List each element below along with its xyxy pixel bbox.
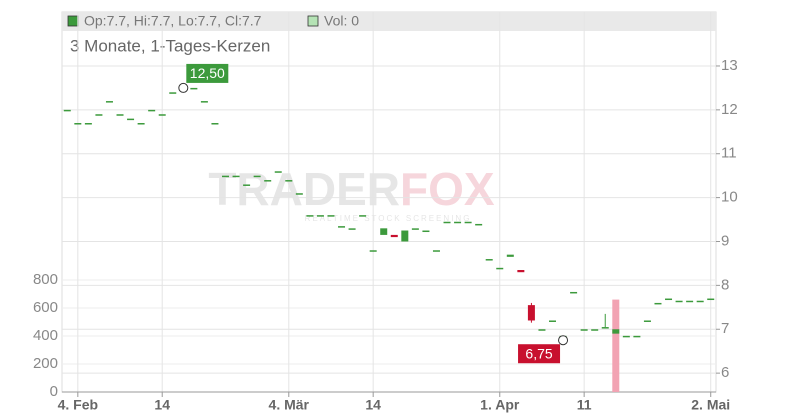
legend-volume: Vol: 0 xyxy=(324,13,359,29)
candle-body xyxy=(454,221,462,224)
candle-body xyxy=(432,250,440,252)
y-tick-label: 9 xyxy=(721,232,729,249)
candle-body xyxy=(211,123,219,125)
candle-body xyxy=(580,329,588,331)
candle-body xyxy=(538,329,546,331)
candle-body xyxy=(348,228,356,230)
legend-bar xyxy=(62,12,716,31)
candle-body xyxy=(411,228,419,230)
x-tick-label: 11 xyxy=(577,397,592,413)
candle-body xyxy=(158,114,166,116)
annotation-box xyxy=(186,63,229,83)
annotation-label: 6,75 xyxy=(525,345,552,361)
candle-body xyxy=(464,221,472,224)
candle-body xyxy=(380,228,388,235)
candle-body xyxy=(707,298,715,301)
candle-body xyxy=(696,300,704,303)
candle-body xyxy=(422,230,430,233)
candle-body xyxy=(675,300,683,303)
candle-body xyxy=(137,123,145,125)
candle-body xyxy=(654,302,662,305)
y2-tick-label: 600 xyxy=(33,299,58,316)
candle-body xyxy=(622,335,630,338)
candle-body xyxy=(105,101,113,103)
candle-body xyxy=(190,87,198,90)
y-tick-label: 6 xyxy=(721,364,729,381)
candle-body xyxy=(390,234,398,238)
candle-body xyxy=(316,215,324,217)
y-tick-label: 7 xyxy=(721,320,729,337)
candle-body xyxy=(591,329,599,331)
y-tick-label: 13 xyxy=(721,57,738,74)
plot-area xyxy=(61,11,717,393)
candle-body xyxy=(285,180,293,182)
candle-body xyxy=(665,298,673,301)
marker xyxy=(558,335,569,346)
candle-body xyxy=(443,221,451,224)
candle-body xyxy=(306,215,314,217)
marker xyxy=(178,82,189,93)
candle-body xyxy=(369,250,377,252)
candle-body xyxy=(517,270,525,273)
legend-ohlc: Op:7.7, Hi:7.7, Lo:7.7, Cl:7.7 xyxy=(84,13,262,29)
legend-icon xyxy=(307,15,319,27)
candle-body xyxy=(327,215,335,217)
candle-body xyxy=(527,305,535,321)
candle-body xyxy=(475,223,483,226)
x-tick-label: 4. Mär xyxy=(269,397,310,413)
candle-body xyxy=(116,114,124,116)
candle-body xyxy=(338,226,346,228)
candle-body xyxy=(401,230,409,242)
x-tick-label: 1. Apr xyxy=(480,397,520,413)
y-tick-label: 10 xyxy=(721,189,738,206)
candle-body xyxy=(222,175,229,178)
candle-body xyxy=(496,267,504,270)
y2-tick-label: 400 xyxy=(33,327,58,344)
candle-body xyxy=(295,193,303,195)
candle-body xyxy=(95,114,103,116)
candle-body xyxy=(148,109,156,112)
candle-body xyxy=(169,92,177,94)
candle-body xyxy=(243,184,251,186)
candle-body xyxy=(549,320,556,322)
candle-body xyxy=(570,291,578,294)
x-tick-label: 4. Feb xyxy=(58,397,98,413)
candle-body xyxy=(127,118,135,121)
volume-bar xyxy=(612,299,620,392)
candle-body xyxy=(643,320,651,322)
candle-body xyxy=(612,329,620,334)
y2-tick-label: 200 xyxy=(33,355,58,372)
candle-body xyxy=(274,171,282,173)
candle-body xyxy=(200,101,208,103)
candle-body xyxy=(74,123,82,125)
candle-body xyxy=(485,259,493,261)
y-tick-label: 11 xyxy=(721,145,737,162)
y-tick-label: 8 xyxy=(721,276,729,293)
candle-body xyxy=(63,109,71,112)
x-tick-label: 14 xyxy=(365,397,381,413)
candle-body xyxy=(506,254,514,257)
y-tick-label: 12 xyxy=(721,101,738,118)
x-tick-label: 2. Mai xyxy=(691,397,730,413)
subtitle: 3 Monate, 1-Tages-Kerzen xyxy=(70,36,270,55)
annotation-label: 12,50 xyxy=(190,65,225,81)
y2-tick-label: 0 xyxy=(50,383,58,400)
watermark: TRADER xyxy=(208,163,400,215)
watermark-tagline: REALTIME STOCK SCREENING xyxy=(305,214,472,223)
annotation-box xyxy=(518,344,561,364)
candle-body xyxy=(232,175,240,178)
candle-body xyxy=(84,123,92,125)
candle-body xyxy=(686,300,694,303)
x-tick-label: 14 xyxy=(154,397,170,413)
legend-icon xyxy=(67,15,79,27)
candle-body xyxy=(264,180,272,182)
candle-body xyxy=(253,175,261,178)
watermark: FOX xyxy=(400,163,495,215)
candle-body xyxy=(601,327,609,329)
candle-body xyxy=(359,215,367,217)
y2-tick-label: 800 xyxy=(33,271,58,288)
candle-body xyxy=(633,335,641,338)
